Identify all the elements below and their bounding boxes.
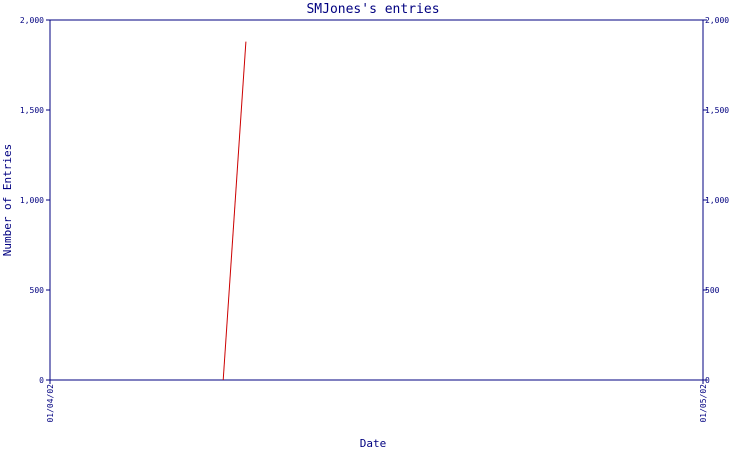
right-y-tick-label: 500 (705, 286, 720, 295)
x-tick-label: 01/04/02 (46, 384, 55, 423)
plot-area-frame (49, 19, 704, 381)
right-y-tick-label: 1,000 (705, 196, 729, 205)
series-line (222, 41, 247, 381)
right-y-axis: 0 500 1,000 1,500 2,000 (703, 16, 729, 385)
x-axis-label: Date (360, 437, 387, 450)
y-tick-label: 2,000 (20, 16, 44, 25)
chart-title: SMJones's entries (306, 2, 439, 17)
right-y-tick-label: 2,000 (705, 16, 729, 25)
y-tick-label: 0 (39, 376, 44, 385)
y-tick-label: 500 (30, 286, 45, 295)
y-tick-label: 1,500 (20, 106, 44, 115)
right-y-tick-label: 1,500 (705, 106, 729, 115)
y-tick-label: 1,000 (20, 196, 44, 205)
series-layer (222, 41, 247, 381)
y-axis-label: Number of Entries (1, 144, 14, 257)
x-tick-label: 01/05/02 (699, 384, 708, 423)
left-y-axis: 0 500 1,000 1,500 2,000 (20, 16, 50, 385)
x-axis: 01/04/02 01/05/02 (46, 380, 708, 423)
right-y-tick-label: 0 (705, 376, 710, 385)
